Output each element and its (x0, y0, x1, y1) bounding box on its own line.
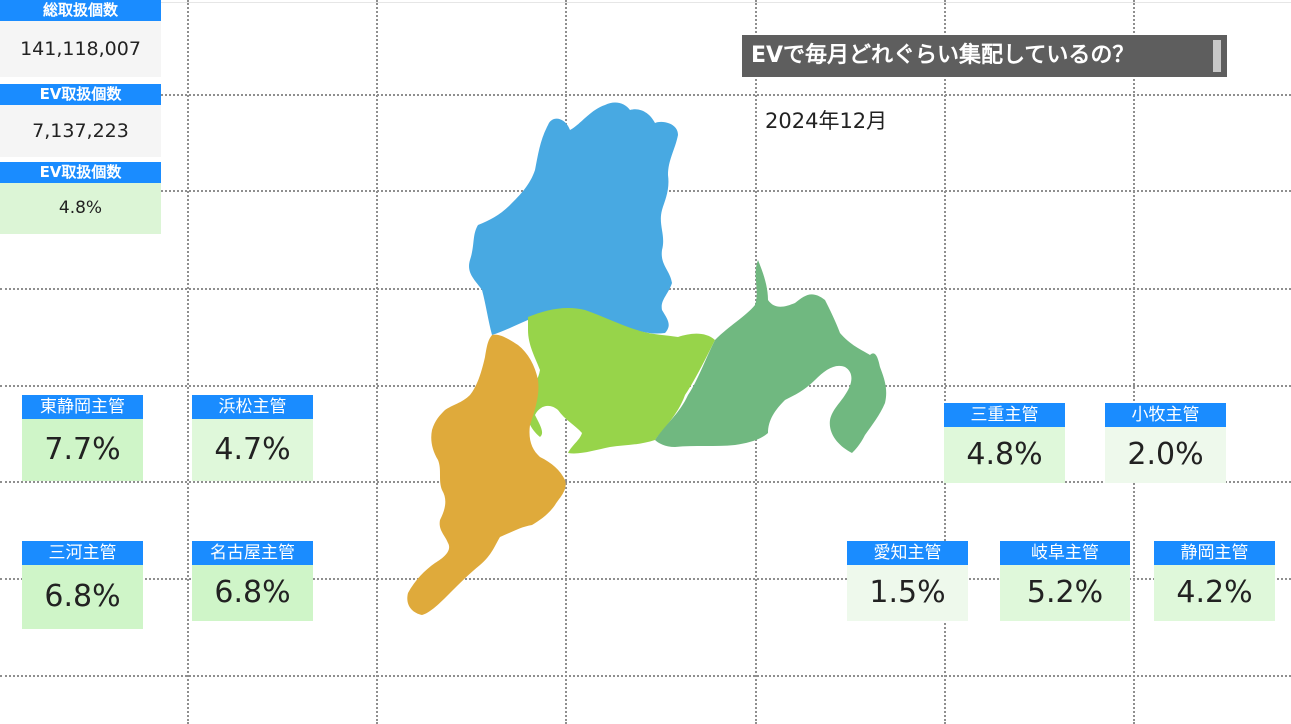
total-count-label: 総取扱個数 (0, 0, 161, 21)
region-label-shizuoka: 静岡主管 (1154, 541, 1275, 565)
region-value-higashi-shizuoka: 7.7% (22, 419, 143, 481)
top-border (0, 2, 1291, 3)
grid-row (0, 675, 1291, 677)
region-label-mikawa: 三河主管 (22, 541, 143, 565)
aichi-prefecture-shape (525, 307, 715, 454)
region-label-hamamatsu: 浜松主管 (192, 395, 313, 419)
gifu-prefecture-shape (469, 102, 678, 336)
region-value-aichi: 1.5% (847, 565, 968, 621)
grid-col (944, 0, 946, 724)
region-label-aichi: 愛知主管 (847, 541, 968, 565)
grid-row (0, 94, 1291, 96)
grid-col (1133, 0, 1135, 724)
ev-ratio-label: EV取扱個数 (0, 162, 161, 183)
region-value-hamamatsu: 4.7% (192, 419, 313, 481)
ev-count-label: EV取扱個数 (0, 84, 161, 105)
region-label-komaki: 小牧主管 (1105, 403, 1226, 427)
grid-col (376, 0, 378, 724)
region-value-gifu: 5.2% (1000, 565, 1130, 621)
region-value-mie: 4.8% (944, 427, 1065, 483)
region-value-komaki: 2.0% (1105, 427, 1226, 483)
ev-count-value: 7,137,223 (0, 105, 161, 157)
report-period: 2024年12月 (765, 109, 888, 133)
ev-ratio-value: 4.8% (0, 183, 161, 234)
mie-prefecture-shape (407, 334, 566, 615)
region-label-gifu: 岐阜主管 (1000, 541, 1130, 565)
region-label-nagoya: 名古屋主管 (192, 541, 313, 565)
report-title-text: EVで毎月どれぐらい集配しているの？ (751, 43, 1135, 68)
report-title: EVで毎月どれぐらい集配しているの？ (742, 35, 1227, 77)
region-value-shizuoka: 4.2% (1154, 565, 1275, 621)
shizuoka-prefecture-shape (655, 260, 887, 453)
grid-row (0, 481, 1291, 483)
region-value-nagoya: 6.8% (192, 565, 313, 621)
title-accent-bar (1213, 40, 1221, 72)
region-label-higashi-shizuoka: 東静岡主管 (22, 395, 143, 419)
region-value-mikawa: 6.8% (22, 565, 143, 629)
total-count-value: 141,118,007 (0, 21, 161, 77)
grid-row (0, 578, 1291, 580)
region-label-mie: 三重主管 (944, 403, 1065, 427)
grid-col (187, 0, 189, 724)
tokai-region-map (407, 102, 887, 615)
